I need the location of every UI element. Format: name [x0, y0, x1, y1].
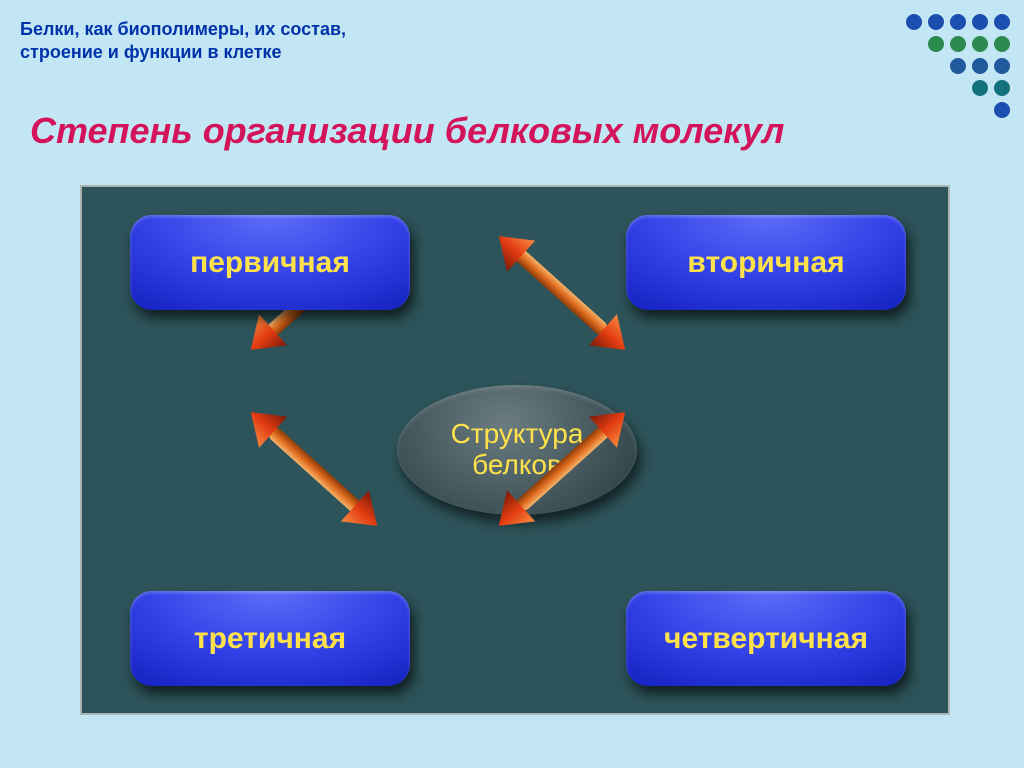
- arrow: [231, 390, 397, 548]
- decor-dot: [950, 58, 966, 74]
- decor-dot: [906, 80, 922, 96]
- decor-dot: [972, 80, 988, 96]
- slide-title: Степень организации белковых молекул: [30, 110, 994, 152]
- decor-dot: [994, 102, 1010, 118]
- node-label: вторичная: [687, 246, 844, 280]
- decor-dot: [928, 36, 944, 52]
- decor-dot: [928, 80, 944, 96]
- node-secondary: вторичная: [626, 215, 906, 310]
- arrow-icon: [231, 390, 397, 548]
- decor-dot: [906, 36, 922, 52]
- node-label: третичная: [194, 622, 346, 656]
- decor-dot: [950, 14, 966, 30]
- protein-structure-diagram: Структура белков: [80, 185, 950, 715]
- node-label: первичная: [190, 246, 350, 280]
- node-primary: первичная: [130, 215, 410, 310]
- arrow-icon: [479, 214, 645, 372]
- decor-dot: [928, 14, 944, 30]
- decor-dot: [994, 36, 1010, 52]
- decor-dot: [972, 102, 988, 118]
- decor-dot: [950, 80, 966, 96]
- decor-dot: [994, 58, 1010, 74]
- decor-dot: [950, 102, 966, 118]
- arrow: [479, 214, 645, 372]
- decor-dot: [906, 14, 922, 30]
- decor-dot: [906, 102, 922, 118]
- node-quaternary: четвертичная: [626, 591, 906, 686]
- decor-dot: [994, 80, 1010, 96]
- node-tertiary: третичная: [130, 591, 410, 686]
- decor-dot: [972, 14, 988, 30]
- decor-dot: [972, 36, 988, 52]
- header-line-1: Белки, как биополимеры, их состав,: [20, 19, 346, 39]
- node-label: четвертичная: [664, 622, 868, 656]
- slide-header: Белки, как биополимеры, их состав, строе…: [20, 18, 346, 65]
- decor-dot: [950, 36, 966, 52]
- header-line-2: строение и функции в клетке: [20, 42, 282, 62]
- corner-dot-decoration: [906, 14, 1010, 118]
- decor-dot: [928, 58, 944, 74]
- decor-dot: [994, 14, 1010, 30]
- decor-dot: [972, 58, 988, 74]
- decor-dot: [928, 102, 944, 118]
- decor-dot: [906, 58, 922, 74]
